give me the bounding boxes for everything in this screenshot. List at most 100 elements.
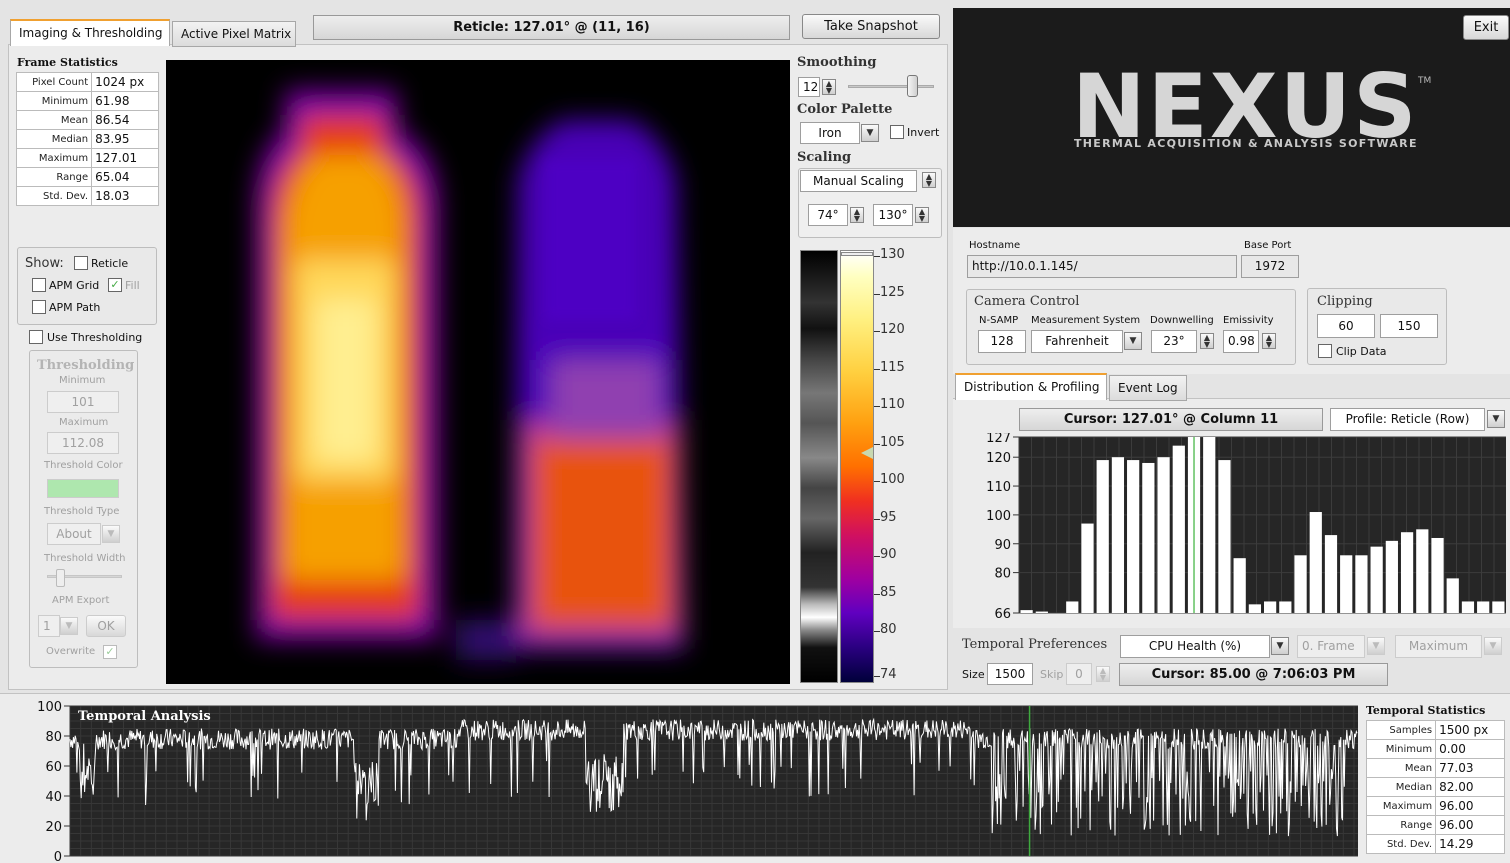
y-tick-label: 80 [45, 730, 62, 745]
clip-data-checkbox[interactable] [1318, 344, 1332, 358]
temporal-stat-row: Range 96.00 [1365, 815, 1505, 835]
smoothing-value-input[interactable]: 12 [798, 77, 820, 97]
measurement-system-dropdown-icon[interactable]: ▼ [1124, 332, 1142, 350]
profile-bar [1370, 546, 1383, 613]
temporal-line-chart[interactable]: 100 80 60 40 20 0 Temporal Analysis [0, 696, 1362, 863]
threshold-width-slider-handle[interactable] [56, 569, 65, 587]
threshold-width-slider-track[interactable] [47, 575, 122, 578]
frame-stat-key: Maximum [15, 148, 93, 168]
scaling-max-stepper-icon[interactable]: ▲ ▼ [915, 207, 929, 223]
fill-checkbox[interactable]: ✓ [108, 278, 122, 292]
temporal-chart-title: Temporal Analysis [78, 709, 211, 724]
frame-stat-value: 83.95 [91, 129, 159, 149]
nsamp-input[interactable]: 128 [978, 330, 1026, 353]
frame-stat-key: Minimum [15, 91, 93, 111]
smoothing-slider-track[interactable] [848, 85, 934, 88]
tab-event-log[interactable]: Event Log [1109, 375, 1187, 401]
profile-bar [1066, 601, 1079, 613]
apm-export-dropdown-icon[interactable]: ▼ [60, 617, 78, 635]
scaling-max-input[interactable]: 130° [873, 204, 913, 226]
profile-dropdown-icon[interactable]: ▼ [1487, 410, 1505, 428]
smoothing-stepper-icon[interactable]: ▲ ▼ [822, 79, 836, 95]
profile-select[interactable]: Profile: Reticle (Row) [1330, 408, 1485, 431]
profile-bar-chart[interactable]: 127 120 110 100 90 80 66 [953, 433, 1510, 623]
temporal-stat-row: Median 82.00 [1365, 777, 1505, 797]
frame-stats-table: Pixel Count 1024 px Minimum 61.98 Mean 86.54 M… [15, 72, 159, 206]
colorbar-level-marker-icon[interactable] [861, 447, 873, 459]
metric-dropdown-icon[interactable]: ▼ [1271, 637, 1289, 655]
tab-imaging-thresholding[interactable]: Imaging & Thresholding [10, 19, 170, 46]
skip-input[interactable]: 0 [1066, 663, 1092, 685]
threshold-min-input[interactable]: 101 [47, 391, 119, 413]
frame-stat-value: 61.98 [91, 91, 159, 111]
profile-bar [1324, 535, 1338, 613]
emissivity-stepper-icon[interactable]: ▲ ▼ [1262, 333, 1276, 349]
base-port-input[interactable]: 1972 [1241, 255, 1299, 278]
stat-select[interactable]: Maximum [1395, 635, 1482, 658]
threshold-max-input[interactable]: 112.08 [47, 432, 119, 454]
temporal-stats-table: Samples 1500 px Minimum 0.00 Mean 77.03 Median… [1365, 720, 1505, 854]
colorbar-tick-mark [874, 556, 880, 557]
stat-dropdown-icon[interactable]: ▼ [1484, 637, 1502, 655]
take-snapshot-button[interactable]: Take Snapshot [802, 14, 940, 39]
frame-stat-row: Median 83.95 [15, 129, 159, 149]
ok-button[interactable]: OK [86, 615, 126, 637]
scaling-min-input[interactable]: 74° [808, 204, 848, 226]
frame-stat-key: Pixel Count [15, 72, 93, 92]
use-thresholding-checkbox[interactable] [29, 330, 43, 344]
frame-dropdown-icon[interactable]: ▼ [1367, 637, 1385, 655]
colorbar-tick-label: 74 [880, 667, 897, 682]
clip-data-label: Clip Data [1336, 345, 1387, 358]
threshold-type-dropdown-icon[interactable]: ▼ [102, 525, 120, 543]
scaling-min-stepper-icon[interactable]: ▲ ▼ [850, 207, 864, 223]
apm-path-checkbox[interactable] [32, 300, 46, 314]
downwelling-input[interactable]: 23° [1151, 330, 1197, 353]
frame-stat-key: Std. Dev. [15, 186, 93, 206]
y-tick-label: 0 [54, 850, 62, 863]
scaling-mode-select[interactable]: Manual Scaling [800, 170, 917, 192]
tab-distribution-profiling[interactable]: Distribution & Profiling [955, 373, 1107, 400]
temporal-stat-value: 0.00 [1435, 739, 1505, 759]
frame-stat-value: 127.01 [91, 148, 159, 168]
clipping-min-input[interactable]: 60 [1317, 314, 1375, 338]
palette-select[interactable]: Iron [800, 122, 860, 144]
size-input[interactable]: 1500 [987, 663, 1033, 685]
clipping-max-input[interactable]: 150 [1380, 314, 1438, 338]
threshold-type-label: Threshold Type [44, 506, 120, 517]
reticle-checkbox[interactable] [74, 256, 88, 270]
skip-stepper-icon[interactable]: ▲ ▼ [1096, 666, 1110, 682]
temporal-stat-row: Mean 77.03 [1365, 758, 1505, 778]
profile-bar [1142, 462, 1155, 613]
colorbar-upper-marker[interactable] [841, 252, 873, 256]
size-label: Size [962, 668, 985, 681]
overwrite-checkbox[interactable]: ✓ [103, 645, 117, 659]
threshold-type-select[interactable]: About [47, 523, 101, 545]
measurement-system-select[interactable]: Fahrenheit [1031, 330, 1123, 353]
downwelling-stepper-icon[interactable]: ▲ ▼ [1200, 333, 1214, 349]
y-tick-label: 127 [986, 433, 1011, 446]
frame-stat-row: Minimum 61.98 [15, 91, 159, 111]
thermal-image[interactable] [166, 60, 790, 684]
frame-stat-row: Std. Dev. 18.03 [15, 186, 159, 206]
apm-export-select[interactable]: 1 [38, 615, 60, 637]
hostname-input[interactable]: http://10.0.1.145/ [967, 255, 1237, 278]
metric-select[interactable]: CPU Health (%) [1120, 635, 1270, 658]
frame-select[interactable]: 0. Frame [1297, 635, 1365, 658]
colorbar-tick-label: 110 [880, 397, 905, 412]
temporal-stat-row: Std. Dev. 14.29 [1365, 834, 1505, 854]
tab-active-pixel-matrix[interactable]: Active Pixel Matrix [172, 21, 296, 47]
frame-stat-value: 18.03 [91, 186, 159, 206]
threshold-color-swatch[interactable] [47, 479, 119, 498]
emissivity-input[interactable]: 0.98 [1223, 330, 1259, 353]
palette-dropdown-icon[interactable]: ▼ [861, 124, 879, 142]
exit-button[interactable]: Exit [1463, 15, 1509, 40]
measurement-system-label: Measurement System [1031, 315, 1141, 326]
apm-grid-checkbox[interactable] [32, 278, 46, 292]
scaling-mode-stepper-icon[interactable]: ▲ ▼ [922, 172, 936, 188]
smoothing-slider-handle[interactable] [907, 75, 918, 97]
cursor-readout: Cursor: 127.01° @ Column 11 [1019, 408, 1323, 431]
apm-path-label: APM Path [49, 301, 101, 314]
logo-panel [953, 8, 1510, 227]
invert-checkbox[interactable] [890, 125, 904, 139]
temporal-stat-value: 96.00 [1435, 815, 1505, 835]
